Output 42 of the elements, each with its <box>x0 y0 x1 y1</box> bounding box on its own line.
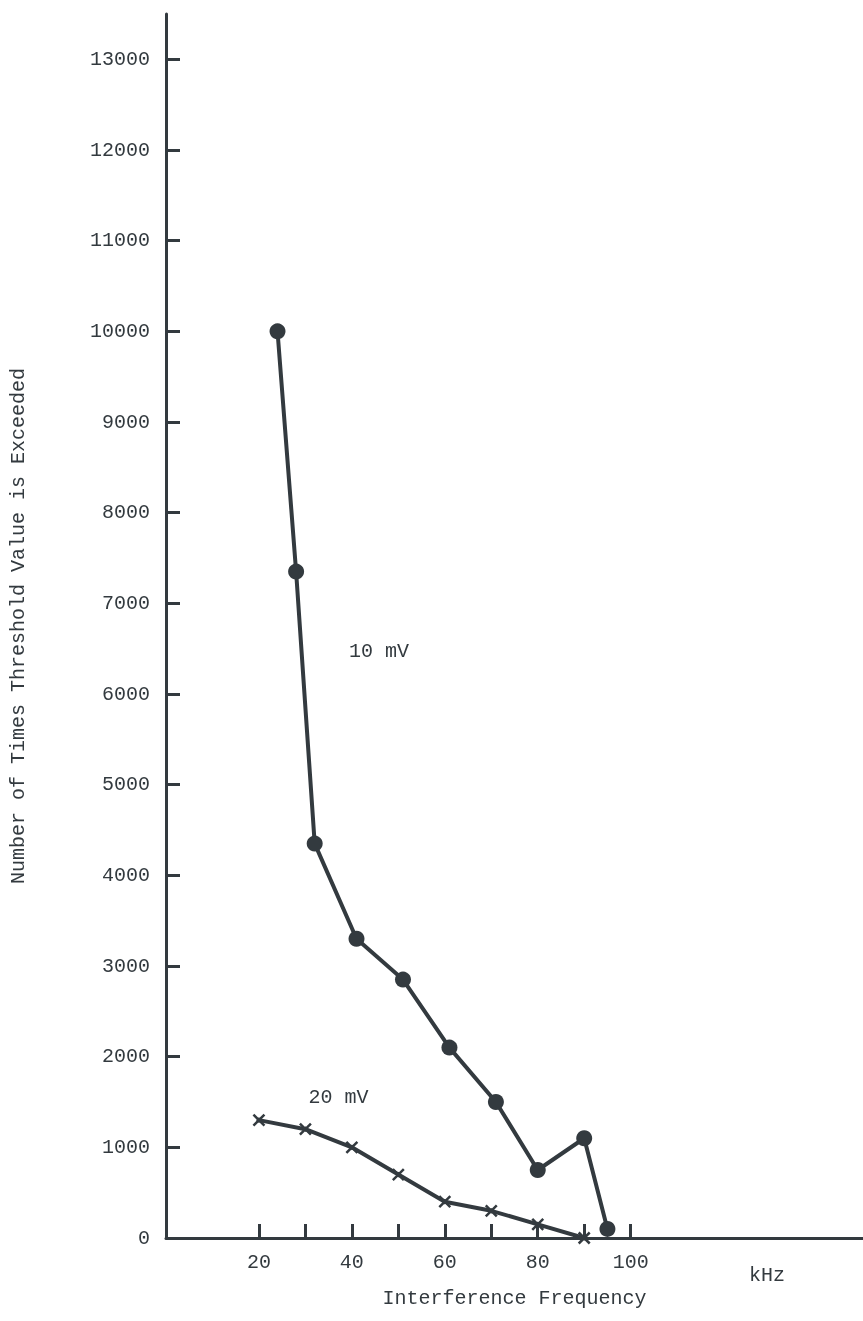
point <box>530 1217 545 1232</box>
point <box>391 1167 406 1182</box>
y-tick-label: 6000 <box>101 682 150 706</box>
point <box>529 1162 546 1178</box>
y-tick-label: 0 <box>137 1226 150 1250</box>
x-tick-label: 40 <box>339 1250 364 1274</box>
y-tick-label: 10000 <box>89 319 150 343</box>
y-tick-label: 7000 <box>101 591 150 615</box>
point <box>484 1204 499 1218</box>
y-tick-label: 12000 <box>89 138 150 162</box>
text: 10 mV <box>349 640 410 664</box>
x-tick-label: 20 <box>246 1250 271 1274</box>
y-tick-label: 13000 <box>89 47 150 71</box>
point <box>306 835 323 852</box>
y-tick-label: 2000 <box>101 1045 150 1069</box>
point <box>599 1220 616 1237</box>
y-axis-title: Number of Times Threshold Value is Exceeded <box>6 367 30 885</box>
x-tick-label: 80 <box>525 1250 550 1274</box>
y-tick-label: 11000 <box>89 229 150 253</box>
x-axis-title: Interference Frequency <box>382 1286 647 1310</box>
series-label: 20 mV <box>308 1085 369 1109</box>
point <box>269 323 286 340</box>
point <box>288 563 305 580</box>
point <box>487 1094 504 1110</box>
point <box>577 1231 591 1245</box>
point <box>576 1130 593 1147</box>
y-tick-label: 3000 <box>101 954 150 978</box>
point <box>345 1140 359 1155</box>
point <box>441 1039 458 1056</box>
x-tick-label: 60 <box>432 1250 457 1274</box>
y-tick-label: 8000 <box>101 501 150 525</box>
point <box>348 930 365 947</box>
x-tick-label: 100 <box>612 1250 649 1274</box>
y-tick-label: 1000 <box>101 1135 150 1159</box>
text: kHz <box>748 1263 786 1287</box>
point <box>252 1113 266 1127</box>
y-tick-label: 9000 <box>101 410 150 434</box>
y-tick-label: 4000 <box>101 863 150 887</box>
point <box>395 971 411 988</box>
y-tick-label: 5000 <box>101 773 150 797</box>
point <box>298 1122 313 1136</box>
point <box>438 1194 452 1209</box>
